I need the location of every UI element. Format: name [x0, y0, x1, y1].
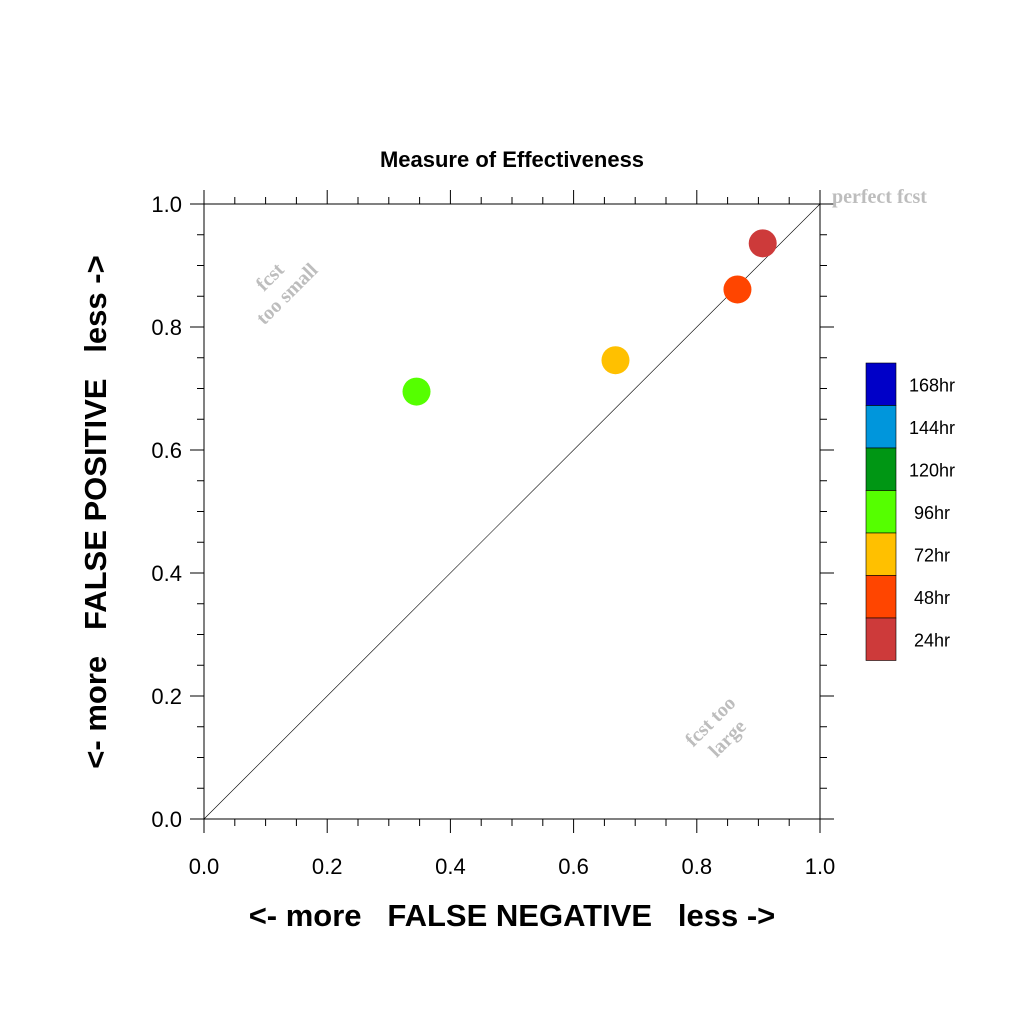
data-points — [402, 229, 777, 406]
legend-label-120hr: 120hr — [909, 460, 955, 480]
data-point-24hr — [748, 229, 777, 258]
legend-swatch-144hr — [865, 405, 897, 449]
x-tick-label: 0.4 — [435, 854, 466, 879]
data-point-48hr — [723, 275, 752, 304]
legend-swatch-96hr — [865, 490, 897, 534]
ticks — [190, 190, 834, 833]
legend-swatch-72hr — [865, 532, 897, 576]
perfect-fcst-annotation: perfect fcst — [832, 186, 927, 208]
annotations: perfect fcst fcst too small fcst too lar… — [252, 186, 927, 762]
y-tick-label: 0.8 — [151, 315, 182, 340]
legend-label-24hr: 24hr — [914, 630, 950, 650]
diagonal-reference-line — [203, 203, 821, 820]
legend-swatch-120hr — [865, 447, 897, 491]
legend-swatch-168hr — [865, 362, 897, 406]
chart-title: Measure of Effectiveness — [380, 147, 644, 172]
legend-label-72hr: 72hr — [914, 545, 950, 565]
data-point-72hr — [601, 346, 630, 375]
y-tick-label: 0.0 — [151, 807, 182, 832]
legend-label-144hr: 144hr — [909, 418, 955, 438]
legend-swatch-48hr — [865, 575, 897, 619]
x-tick-label: 1.0 — [805, 854, 836, 879]
y-tick-label: 1.0 — [151, 192, 182, 217]
y-tick-label: 0.2 — [151, 684, 182, 709]
legend-label-48hr: 48hr — [914, 588, 950, 608]
legend-label-96hr: 96hr — [914, 503, 950, 523]
x-tick-label: 0.0 — [189, 854, 220, 879]
legend: 168hr 144hr 120hr 96hr 72hr 48hr 24hr — [865, 362, 955, 661]
y-tick-label: 0.4 — [151, 561, 182, 586]
x-tick-label: 0.8 — [682, 854, 713, 879]
data-point-96hr — [402, 377, 431, 406]
y-tick-label: 0.6 — [151, 438, 182, 463]
legend-label-168hr: 168hr — [909, 375, 955, 395]
plot-area: 0.0 0.2 0.4 0.6 0.8 1.0 0.0 0.2 0.4 0.6 0.8 1.0 — [151, 190, 835, 879]
x-tick-label: 0.6 — [558, 854, 589, 879]
y-axis-label: <- more FALSE POSITIVE less -> — [78, 255, 113, 768]
x-axis-label: <- more FALSE NEGATIVE less -> — [249, 898, 776, 933]
x-tick-label: 0.2 — [312, 854, 343, 879]
legend-swatch-24hr — [865, 617, 897, 661]
